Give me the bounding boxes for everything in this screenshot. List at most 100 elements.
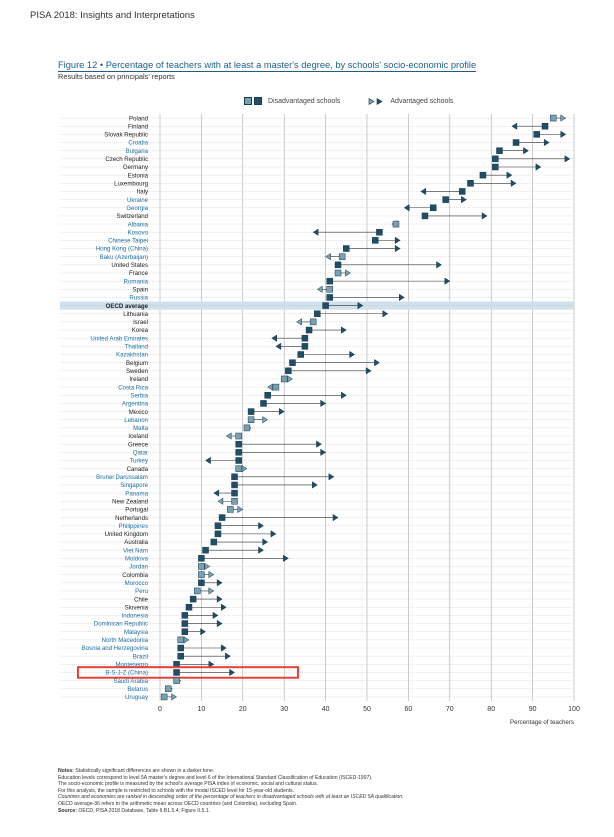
country-label: Belarus (127, 686, 148, 693)
figure-notes: Notes: Statistically significant differe… (58, 768, 578, 814)
dot-arrow-chart: 0 10 20 30 40 50 60 70 80 90 100 Percentage of teac… (60, 114, 580, 726)
advantaged-marker (183, 636, 190, 644)
advantaged-marker (296, 318, 302, 326)
advantaged-marker (328, 473, 335, 481)
disadvantaged-marker (260, 400, 267, 407)
country-label: Lebanon (124, 417, 148, 424)
country-label: Italy (137, 189, 149, 196)
note-3: The socio-economic profile is measured b… (58, 781, 319, 788)
advantaged-marker (420, 187, 427, 196)
advantaged-marker (436, 261, 442, 269)
note-2: Education levels correspond to level 5A … (58, 774, 373, 781)
country-label: Slovak Republic (104, 132, 148, 139)
country-label: Slovenia (125, 604, 149, 611)
note-6: OECD average-36 refers to the arithmetic… (58, 800, 298, 807)
country-label: New Zealand (112, 498, 148, 505)
country-label: Georgia (126, 205, 148, 212)
country-label: Bosnia and Herzegovina (82, 645, 149, 652)
advantaged-marker (560, 130, 567, 139)
disadvantaged-marker (227, 506, 234, 513)
disadvantaged-marker (492, 163, 499, 171)
country-label: Saudi Arabia (113, 678, 148, 685)
highlight-box (77, 666, 299, 679)
advantaged-marker (208, 570, 215, 579)
advantaged-marker (320, 399, 327, 408)
disadvantaged-marker (326, 294, 333, 301)
disadvantaged-marker (550, 114, 557, 122)
advantaged-marker (271, 334, 278, 342)
advantaged-marker (560, 114, 567, 122)
advantaged-marker (510, 179, 517, 187)
country-label: Luxembourg (114, 180, 148, 187)
advantaged-marker (171, 693, 178, 701)
x-tick-label: 40 (322, 706, 330, 713)
x-tick-label: 100 (568, 706, 580, 713)
advantaged-marker (200, 628, 207, 636)
advantaged-marker (229, 668, 235, 677)
country-label: Canada (127, 466, 149, 473)
country-label: Switzerland (117, 213, 149, 220)
disadvantaged-marker (479, 171, 487, 179)
disadvantaged-marker (198, 571, 205, 578)
advantaged-marker (270, 530, 277, 538)
disadvantaged-marker (533, 131, 540, 138)
advantaged-marker (220, 644, 227, 652)
disadvantaged-marker (309, 318, 317, 326)
advantaged-marker (564, 155, 571, 163)
x-tick-label: 20 (239, 706, 247, 713)
country-label: Greece (128, 441, 149, 448)
advantaged-marker (213, 489, 220, 497)
notes-heading: Notes: (58, 768, 74, 774)
disadvantaged-marker (392, 220, 400, 228)
disadvantaged-marker (185, 603, 193, 611)
disadvantaged-marker (372, 237, 379, 244)
disadvantaged-marker (314, 310, 321, 317)
country-label: Dominican Republic (94, 621, 148, 628)
disadvantaged-marker (173, 669, 180, 676)
disadvantaged-marker (322, 302, 329, 309)
advantaged-marker (204, 562, 211, 571)
country-label: Russia (129, 295, 148, 302)
country-label: France (129, 270, 149, 277)
x-tick-label: 60 (405, 706, 413, 713)
country-label: Uruguay (125, 694, 149, 701)
note-5: Countries and economies are ranked in de… (58, 794, 404, 801)
disadvantaged-marker (264, 392, 271, 399)
disadvantaged-marker (177, 652, 184, 660)
disadvantaged-marker (326, 286, 333, 293)
disadvantaged-marker (334, 261, 342, 269)
country-label: Kosovo (128, 229, 149, 236)
country-label: B-S-J-Z (China) (105, 670, 148, 677)
country-label: Argentina (122, 401, 149, 408)
disadvantaged-marker (343, 245, 350, 252)
disadvantaged-marker (235, 432, 242, 440)
page-header: PISA 2018: Insights and Interpretations (30, 10, 195, 21)
disadvantaged-marker (442, 196, 449, 203)
legend-advantaged-arrow-icon (369, 97, 383, 105)
country-label: Sweden (126, 368, 148, 375)
x-tick-label: 70 (446, 706, 454, 713)
disadvantaged-marker (376, 228, 383, 236)
legend-disadvantaged-label: Disadvantaged schools (268, 97, 341, 105)
disadvantaged-marker (272, 383, 280, 391)
country-label: Singapore (120, 482, 148, 489)
country-label: Malaysia (124, 629, 149, 636)
country-label: Hong Kong (China) (96, 246, 148, 253)
disadvantaged-marker (285, 367, 292, 375)
country-label: Panama (125, 490, 148, 497)
country-label: Albania (128, 221, 149, 228)
advantaged-marker (357, 301, 364, 310)
advantaged-marker (275, 342, 282, 351)
advantaged-marker (225, 432, 232, 440)
x-tick-label: 10 (198, 706, 206, 713)
advantaged-marker (332, 513, 339, 522)
disadvantaged-marker (301, 343, 309, 350)
disadvantaged-marker (231, 489, 238, 497)
disadvantaged-marker (496, 147, 503, 154)
advantaged-marker (216, 579, 223, 587)
country-label: Czech Republic (105, 156, 148, 163)
country-label: Philippines (119, 523, 148, 530)
country-label: Turkey (130, 458, 149, 465)
advantaged-marker (341, 391, 347, 399)
disadvantaged-marker (218, 514, 226, 521)
